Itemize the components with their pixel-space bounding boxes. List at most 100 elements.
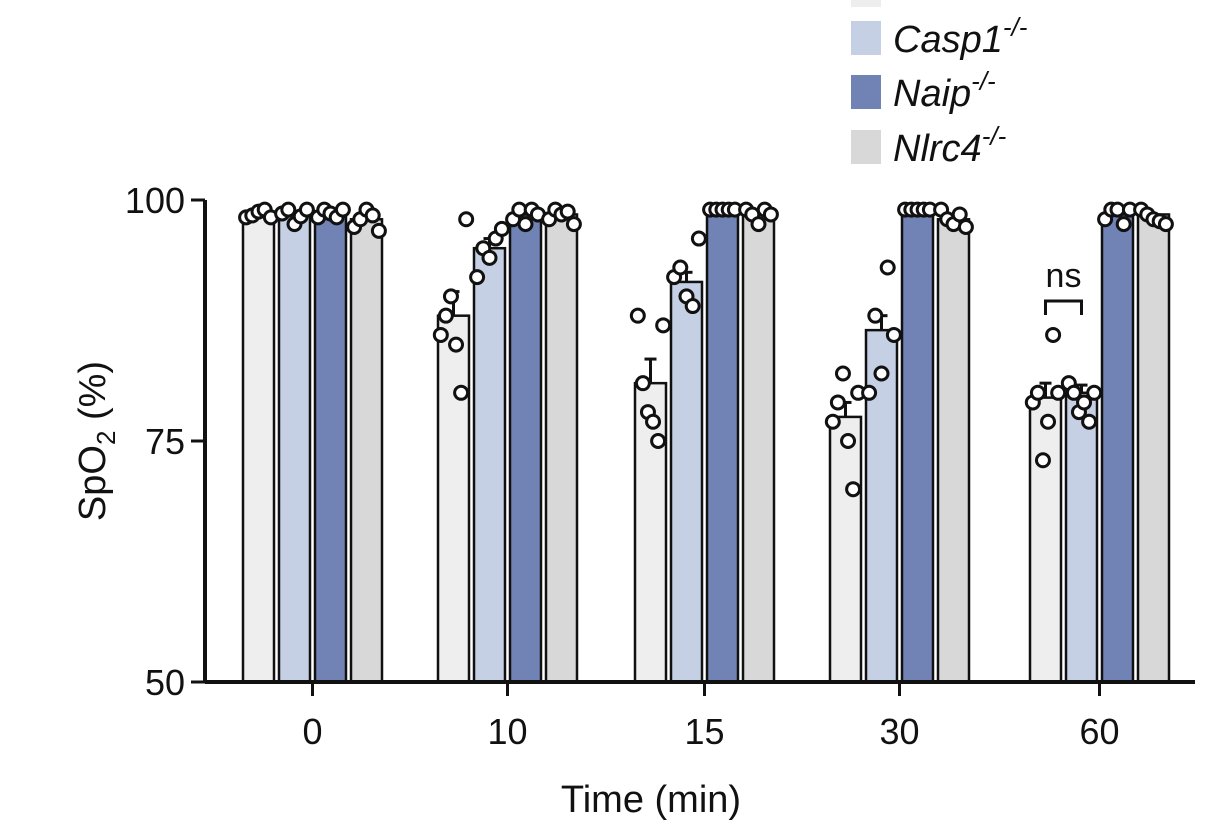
data-point-nlrc4-30 — [957, 218, 974, 235]
data-point-wt-60 — [1034, 452, 1051, 469]
y-tick-label-100: 100 — [125, 180, 185, 221]
annotations-layer: ns — [1044, 257, 1083, 315]
bar-wt-60 — [1028, 396, 1063, 684]
data-point-nlrc4-0 — [364, 207, 381, 224]
y-axis-title-subscript: 2 — [91, 431, 121, 445]
data-point-nlrc4-15 — [762, 206, 779, 223]
bar-nlrc4-10 — [544, 213, 579, 684]
significance-bracket-0 — [1044, 299, 1083, 315]
x-tick-label-30: 30 — [879, 711, 919, 752]
data-point-nlrc4-30 — [951, 206, 968, 223]
data-point-casp1-30 — [867, 307, 884, 324]
legend-superscript: -/- — [982, 121, 1007, 151]
x-tick-label-0: 0 — [302, 711, 322, 752]
data-point-nlrc4-15 — [750, 216, 767, 233]
data-point-wt-15 — [634, 375, 651, 392]
x-axis-title: Time (min) — [561, 779, 741, 821]
data-point-wt-60 — [1045, 326, 1062, 343]
legend-name: Casp1 — [893, 19, 1003, 61]
significance-label-0: ns — [1046, 257, 1082, 295]
bar-wt-0 — [241, 213, 276, 684]
data-point-wt-30 — [824, 413, 841, 430]
data-point-nlrc4-0 — [370, 222, 387, 239]
data-point-casp1-60 — [1086, 384, 1103, 401]
data-point-wt-30 — [845, 481, 862, 498]
data-point-wt-30 — [834, 365, 851, 382]
bar-nlrc4-15 — [741, 213, 776, 684]
x-tick-label-10: 10 — [487, 711, 527, 752]
data-point-wt-10 — [458, 211, 475, 228]
points-layer — [238, 201, 1174, 498]
y-axis-title-main: SpO — [72, 445, 114, 521]
data-point-casp1-15 — [690, 230, 707, 247]
legend-name: Nlrc4 — [893, 128, 982, 170]
bar-wt-15 — [633, 381, 668, 684]
data-point-wt-15 — [645, 413, 662, 430]
data-point-casp1-15 — [672, 259, 689, 276]
legend-label-nlrc4: Nlrc4-/- — [893, 121, 1007, 170]
legend: Casp1-/-Naip-/-Nlrc4-/- — [851, 0, 1028, 170]
data-point-wt-15 — [629, 307, 646, 324]
data-point-casp1-30 — [879, 259, 896, 276]
bar-naip-60 — [1100, 213, 1135, 684]
data-point-wt-10 — [432, 326, 449, 343]
legend-swatch-naip — [851, 75, 881, 109]
bar-naip-10 — [508, 213, 543, 684]
bar-casp1-10 — [472, 246, 507, 684]
legend-superscript: -/- — [1003, 12, 1028, 42]
data-point-naip-10 — [517, 216, 534, 233]
data-point-casp1-30 — [873, 365, 890, 382]
x-tick-label-15: 15 — [684, 711, 724, 752]
data-point-nlrc4-10 — [559, 203, 576, 220]
data-point-casp1-30 — [861, 384, 878, 401]
data-point-casp1-0 — [280, 201, 297, 218]
bars-layer — [241, 210, 1171, 684]
bar-naip-15 — [705, 213, 740, 684]
y-axis-title: SpO2 (%) — [72, 361, 121, 521]
bar-nlrc4-60 — [1136, 213, 1171, 684]
data-point-wt-30 — [829, 394, 846, 411]
data-point-casp1-10 — [481, 249, 498, 266]
data-point-naip-60 — [1115, 216, 1132, 233]
data-point-casp1-30 — [885, 326, 902, 343]
bar-casp1-0 — [277, 213, 312, 684]
y-axis-title-suffix: (%) — [72, 361, 114, 431]
data-point-casp1-0 — [298, 201, 315, 218]
data-point-wt-15 — [655, 317, 672, 334]
data-point-casp1-10 — [493, 220, 510, 237]
data-point-wt-60 — [1040, 413, 1057, 430]
data-point-wt-60 — [1050, 384, 1067, 401]
data-point-wt-30 — [840, 433, 857, 449]
data-point-wt-10 — [453, 384, 470, 401]
legend-superscript: -/- — [971, 66, 996, 96]
data-point-wt-10 — [437, 307, 454, 324]
bar-naip-30 — [900, 213, 935, 684]
legend-name: Naip — [893, 73, 971, 115]
bar-wt-10 — [436, 314, 471, 684]
bar-nlrc4-0 — [349, 218, 384, 684]
bar-casp1-30 — [864, 328, 899, 684]
data-point-nlrc4-10 — [565, 216, 582, 233]
data-point-naip-0 — [334, 201, 351, 218]
data-point-casp1-60 — [1081, 413, 1098, 430]
bar-nlrc4-30 — [936, 218, 971, 684]
data-point-wt-10 — [448, 336, 465, 353]
y-tick-label-50: 50 — [145, 662, 185, 703]
data-point-nlrc4-60 — [1157, 216, 1174, 233]
data-point-wt-60 — [1029, 384, 1046, 401]
legend-swatch-nlrc4 — [851, 130, 881, 164]
bar-naip-0 — [313, 213, 348, 684]
legend-swatch-casp1 — [851, 21, 881, 55]
legend-label-naip: Naip-/- — [893, 66, 996, 115]
x-tick-label-60: 60 — [1079, 711, 1119, 752]
data-point-wt-15 — [650, 433, 667, 449]
data-point-casp1-10 — [469, 269, 486, 286]
data-point-casp1-60 — [1065, 384, 1082, 401]
legend-label-casp1: Casp1-/- — [893, 12, 1028, 61]
data-point-casp1-15 — [684, 298, 701, 315]
bar-casp1-15 — [669, 280, 704, 684]
y-tick-label-75: 75 — [145, 421, 185, 462]
bar-wt-30 — [828, 415, 863, 684]
data-point-casp1-60 — [1076, 394, 1093, 411]
